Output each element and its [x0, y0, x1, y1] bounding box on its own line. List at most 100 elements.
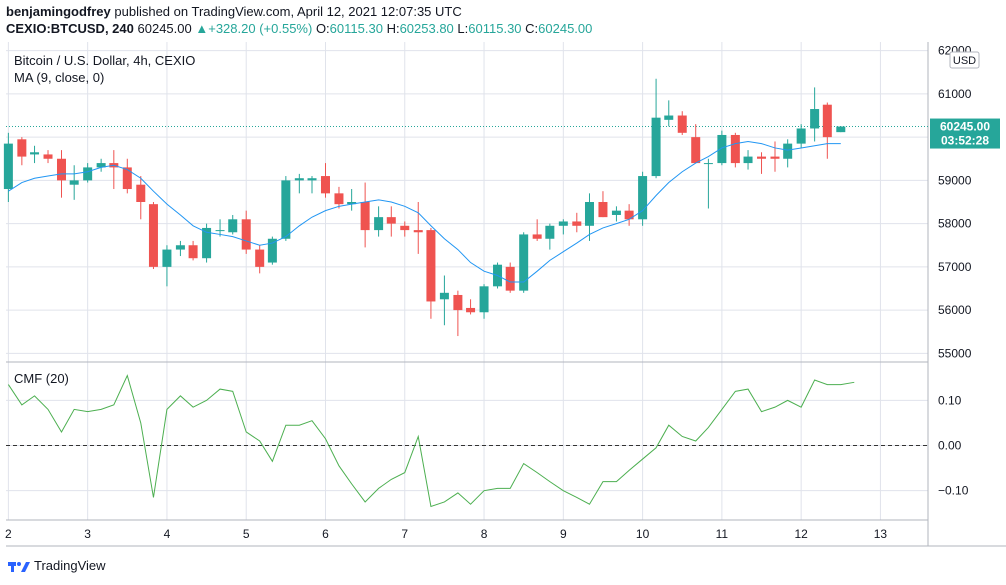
candle-up — [175, 245, 185, 250]
candle-down — [17, 139, 27, 157]
candle-up — [439, 292, 449, 300]
candle-up — [294, 178, 304, 181]
candle-down — [426, 230, 436, 302]
candle-down — [400, 225, 410, 231]
candle-up — [83, 167, 93, 181]
candle-up — [796, 128, 806, 144]
candle-up — [228, 219, 238, 233]
publish-text: published on TradingView.com, April 12, … — [114, 4, 462, 19]
candle-up — [810, 109, 820, 129]
publish-info: benjamingodfrey published on TradingView… — [6, 4, 462, 19]
cmf-tick-label: 0.00 — [938, 439, 962, 453]
bar-countdown-label: 03:52:28 — [941, 134, 989, 148]
price-tick-label: 59000 — [938, 173, 972, 187]
currency-label: USD — [953, 55, 976, 67]
ohlc-legend: CEXIO:BTCUSD, 240 60245.00 ▲+328.20 (+0.… — [6, 21, 592, 36]
candle-up — [281, 180, 291, 239]
last-price-badge — [930, 118, 1000, 149]
candle-down — [505, 266, 515, 291]
candle-down — [691, 137, 701, 164]
time-tick-label: 8 — [481, 527, 488, 541]
close-label: C: — [525, 21, 539, 36]
candle-up — [374, 217, 384, 231]
high-label: H: — [386, 21, 400, 36]
time-tick-label: 10 — [636, 527, 650, 541]
candle-down — [148, 204, 158, 267]
last-price-label: 60245.00 — [940, 120, 990, 134]
price-tick-label: 61000 — [938, 87, 972, 101]
chart-canvas[interactable]: 5500056000570005800059000600006100062000… — [0, 0, 1006, 555]
candle-down — [757, 156, 767, 159]
candle-down — [360, 202, 370, 231]
candle-up — [30, 152, 40, 155]
price-tick-label: 55000 — [938, 346, 972, 360]
candle-up — [638, 176, 648, 220]
cmf-tick-label: −0.10 — [938, 484, 969, 498]
candle-up — [558, 221, 568, 226]
candle-up — [202, 227, 212, 259]
candle-down — [453, 294, 463, 311]
candle-down — [822, 104, 832, 138]
ma-legend: MA (9, close, 0) — [14, 70, 104, 85]
candle-down — [386, 217, 396, 224]
candle-down — [413, 230, 423, 233]
price-tick-label: 58000 — [938, 217, 972, 231]
candle-up — [717, 134, 727, 164]
candle-up — [545, 225, 555, 239]
candle-up — [307, 178, 317, 181]
candle-up — [267, 238, 277, 263]
candle-down — [677, 115, 687, 133]
candle-up — [664, 115, 674, 120]
candle-up — [836, 126, 846, 133]
candle-up — [69, 180, 79, 185]
time-tick-label: 2 — [5, 527, 12, 541]
candle-up — [584, 202, 594, 226]
candle-up — [611, 210, 621, 215]
candle-down — [241, 219, 251, 250]
price-tick-label: 57000 — [938, 260, 972, 274]
close-value: 60245.00 — [538, 21, 593, 36]
candle-down — [572, 221, 582, 226]
candle-down — [532, 234, 542, 239]
open-value: 60115.30 — [329, 21, 383, 36]
author-name[interactable]: benjamingodfrey — [6, 4, 111, 19]
price-change: +328.20 (+0.55%) — [208, 21, 313, 36]
up-arrow-icon: ▲ — [195, 21, 209, 36]
candle-up — [651, 117, 661, 177]
candle-up — [162, 249, 172, 267]
time-tick-label: 11 — [716, 527, 729, 541]
time-tick-label: 13 — [874, 527, 888, 541]
time-tick-label: 4 — [164, 527, 171, 541]
time-tick-label: 12 — [794, 527, 808, 541]
tradingview-logo-icon — [8, 561, 30, 572]
candle-down — [122, 167, 132, 190]
candle-down — [43, 154, 53, 159]
time-tick-label: 6 — [322, 527, 329, 541]
time-tick-label: 7 — [401, 527, 408, 541]
candle-up — [96, 163, 106, 168]
price-tick-label: 56000 — [938, 303, 972, 317]
candle-up — [703, 163, 713, 165]
candle-down — [770, 156, 780, 159]
footer-brand[interactable]: TradingView — [8, 558, 106, 573]
currency-badge — [949, 51, 980, 69]
time-tick-label: 9 — [560, 527, 567, 541]
candle-up — [479, 286, 489, 313]
candle-up — [3, 143, 13, 190]
low-label: L: — [457, 21, 469, 36]
chart-title: Bitcoin / U.S. Dollar, 4h, CEXIO — [14, 53, 195, 68]
candle-down — [598, 202, 608, 218]
cmf-line — [7, 374, 855, 508]
high-value: 60253.80 — [399, 21, 454, 36]
candle-up — [519, 234, 529, 291]
candle-up — [783, 143, 793, 159]
candle-down — [320, 176, 330, 194]
candle-down — [730, 134, 740, 164]
candle-up — [347, 202, 357, 205]
candle-down — [334, 193, 344, 205]
candle-down — [624, 210, 634, 220]
ma-line — [8, 140, 841, 283]
candle-down — [255, 249, 265, 267]
candle-down — [188, 245, 198, 259]
candle-down — [136, 184, 146, 202]
